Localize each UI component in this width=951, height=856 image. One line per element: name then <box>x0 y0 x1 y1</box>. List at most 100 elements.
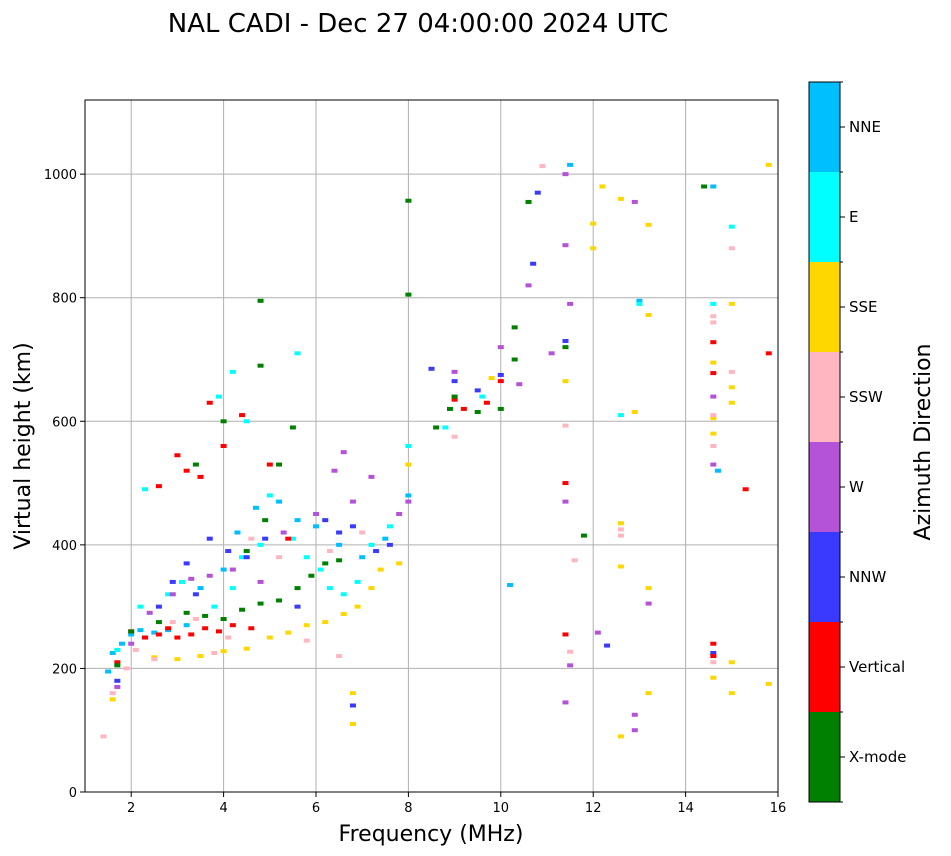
data-point-ssw <box>192 617 199 621</box>
data-point-e <box>442 425 449 430</box>
data-point-nnw <box>243 555 250 560</box>
data-point-nne <box>137 628 144 633</box>
data-point-w <box>396 511 403 516</box>
data-point-sse <box>354 604 361 609</box>
data-point-ssw <box>169 620 176 625</box>
y-tick-label: 400 <box>52 539 77 554</box>
data-point-e <box>368 542 375 547</box>
data-point-x-mode <box>183 610 190 615</box>
data-point-nnw <box>562 338 569 343</box>
data-point-vertical <box>710 371 717 376</box>
data-point-e <box>710 301 717 306</box>
data-point-w <box>257 579 264 584</box>
data-point-nne <box>636 298 643 303</box>
colorbar-segment <box>809 532 840 622</box>
x-tick-label: 12 <box>585 801 602 816</box>
data-point-w <box>146 610 153 615</box>
data-point-x-mode <box>276 598 283 603</box>
data-point-sse <box>728 400 735 405</box>
data-point-x-mode <box>257 298 264 303</box>
data-point-vertical <box>248 626 255 631</box>
data-point-nne <box>109 650 116 655</box>
data-point-vertical <box>266 462 273 467</box>
data-point-e <box>229 369 236 374</box>
plot-frame <box>84 99 779 793</box>
data-point-e <box>165 592 172 597</box>
data-point-vertical <box>155 632 162 637</box>
data-point-e <box>114 647 121 652</box>
data-point-nnw <box>225 549 232 554</box>
data-point-vertical <box>215 629 222 634</box>
data-point-x-mode <box>451 394 458 399</box>
data-point-w <box>525 283 532 288</box>
y-axis-label: Virtual height (km) <box>11 342 36 549</box>
data-point-vertical <box>710 641 717 646</box>
x-tick-label: 4 <box>219 801 227 816</box>
data-point-x-mode <box>497 406 504 411</box>
data-point-vertical <box>202 626 209 631</box>
data-point-w <box>331 468 338 473</box>
data-point-nnw <box>474 388 481 393</box>
data-point-w <box>188 576 195 581</box>
data-point-e <box>179 579 186 584</box>
data-point-x-mode <box>562 345 569 350</box>
data-point-vertical <box>114 660 121 665</box>
y-tick-label: 600 <box>52 415 77 430</box>
data-point-sse <box>617 734 624 739</box>
data-point-w <box>368 474 375 479</box>
data-point-nnw <box>155 604 162 609</box>
data-point-ssw <box>336 654 343 659</box>
data-point-x-mode <box>239 607 246 612</box>
data-point-ssw <box>567 649 574 654</box>
data-point-e <box>243 419 250 424</box>
data-point-vertical <box>188 632 195 637</box>
data-point-nnw <box>114 678 121 683</box>
data-point-nnw <box>349 703 356 708</box>
data-point-w <box>114 684 121 689</box>
data-point-nne <box>405 493 412 498</box>
data-point-vertical <box>710 340 717 345</box>
plot-area: 2 4 6 8 10 12 14 16 0 200 400 600 800 1000 <box>44 99 786 816</box>
data-point-sse <box>174 657 181 662</box>
data-point-sse <box>266 635 273 640</box>
data-point-w <box>631 728 638 733</box>
data-point-sse <box>710 416 717 421</box>
data-point-e <box>266 493 273 498</box>
data-point-w <box>206 573 213 578</box>
data-point-sse <box>599 184 606 189</box>
data-point-e <box>211 604 218 609</box>
data-point-w <box>169 592 176 597</box>
colorbar-category-label: W <box>849 478 864 496</box>
data-point-sse <box>303 623 310 628</box>
data-point-w <box>313 511 319 516</box>
data-point-vertical <box>174 453 181 458</box>
data-point-w <box>710 462 717 467</box>
data-point-sse <box>645 691 652 696</box>
data-point-nnw <box>386 542 393 547</box>
data-point-nne <box>714 468 721 473</box>
data-point-w <box>451 369 458 374</box>
data-point-nnw <box>294 604 301 609</box>
data-point-nnw <box>206 536 213 541</box>
data-point-vertical <box>562 481 569 486</box>
chart-title: NAL CADI - Dec 27 04:00:00 2024 UTC <box>168 9 668 39</box>
data-point-w <box>631 712 638 717</box>
data-point-ssw <box>710 320 717 325</box>
data-point-nnw <box>169 579 176 584</box>
data-point-e <box>317 567 324 572</box>
data-point-x-mode <box>202 613 209 618</box>
data-point-ssw <box>617 527 624 532</box>
data-point-x-mode <box>446 406 453 411</box>
data-point-sse <box>368 586 375 591</box>
data-point-sse <box>377 567 384 572</box>
data-point-sse <box>396 561 403 566</box>
data-point-ssw <box>151 657 158 662</box>
data-point-sse <box>349 691 356 696</box>
data-point-w <box>128 641 135 646</box>
data-point-sse <box>617 521 624 526</box>
data-point-e <box>257 542 264 547</box>
data-point-ssw <box>211 650 218 655</box>
data-point-nne <box>313 524 319 529</box>
data-point-x-mode <box>114 663 121 668</box>
data-point-sse <box>631 410 638 415</box>
